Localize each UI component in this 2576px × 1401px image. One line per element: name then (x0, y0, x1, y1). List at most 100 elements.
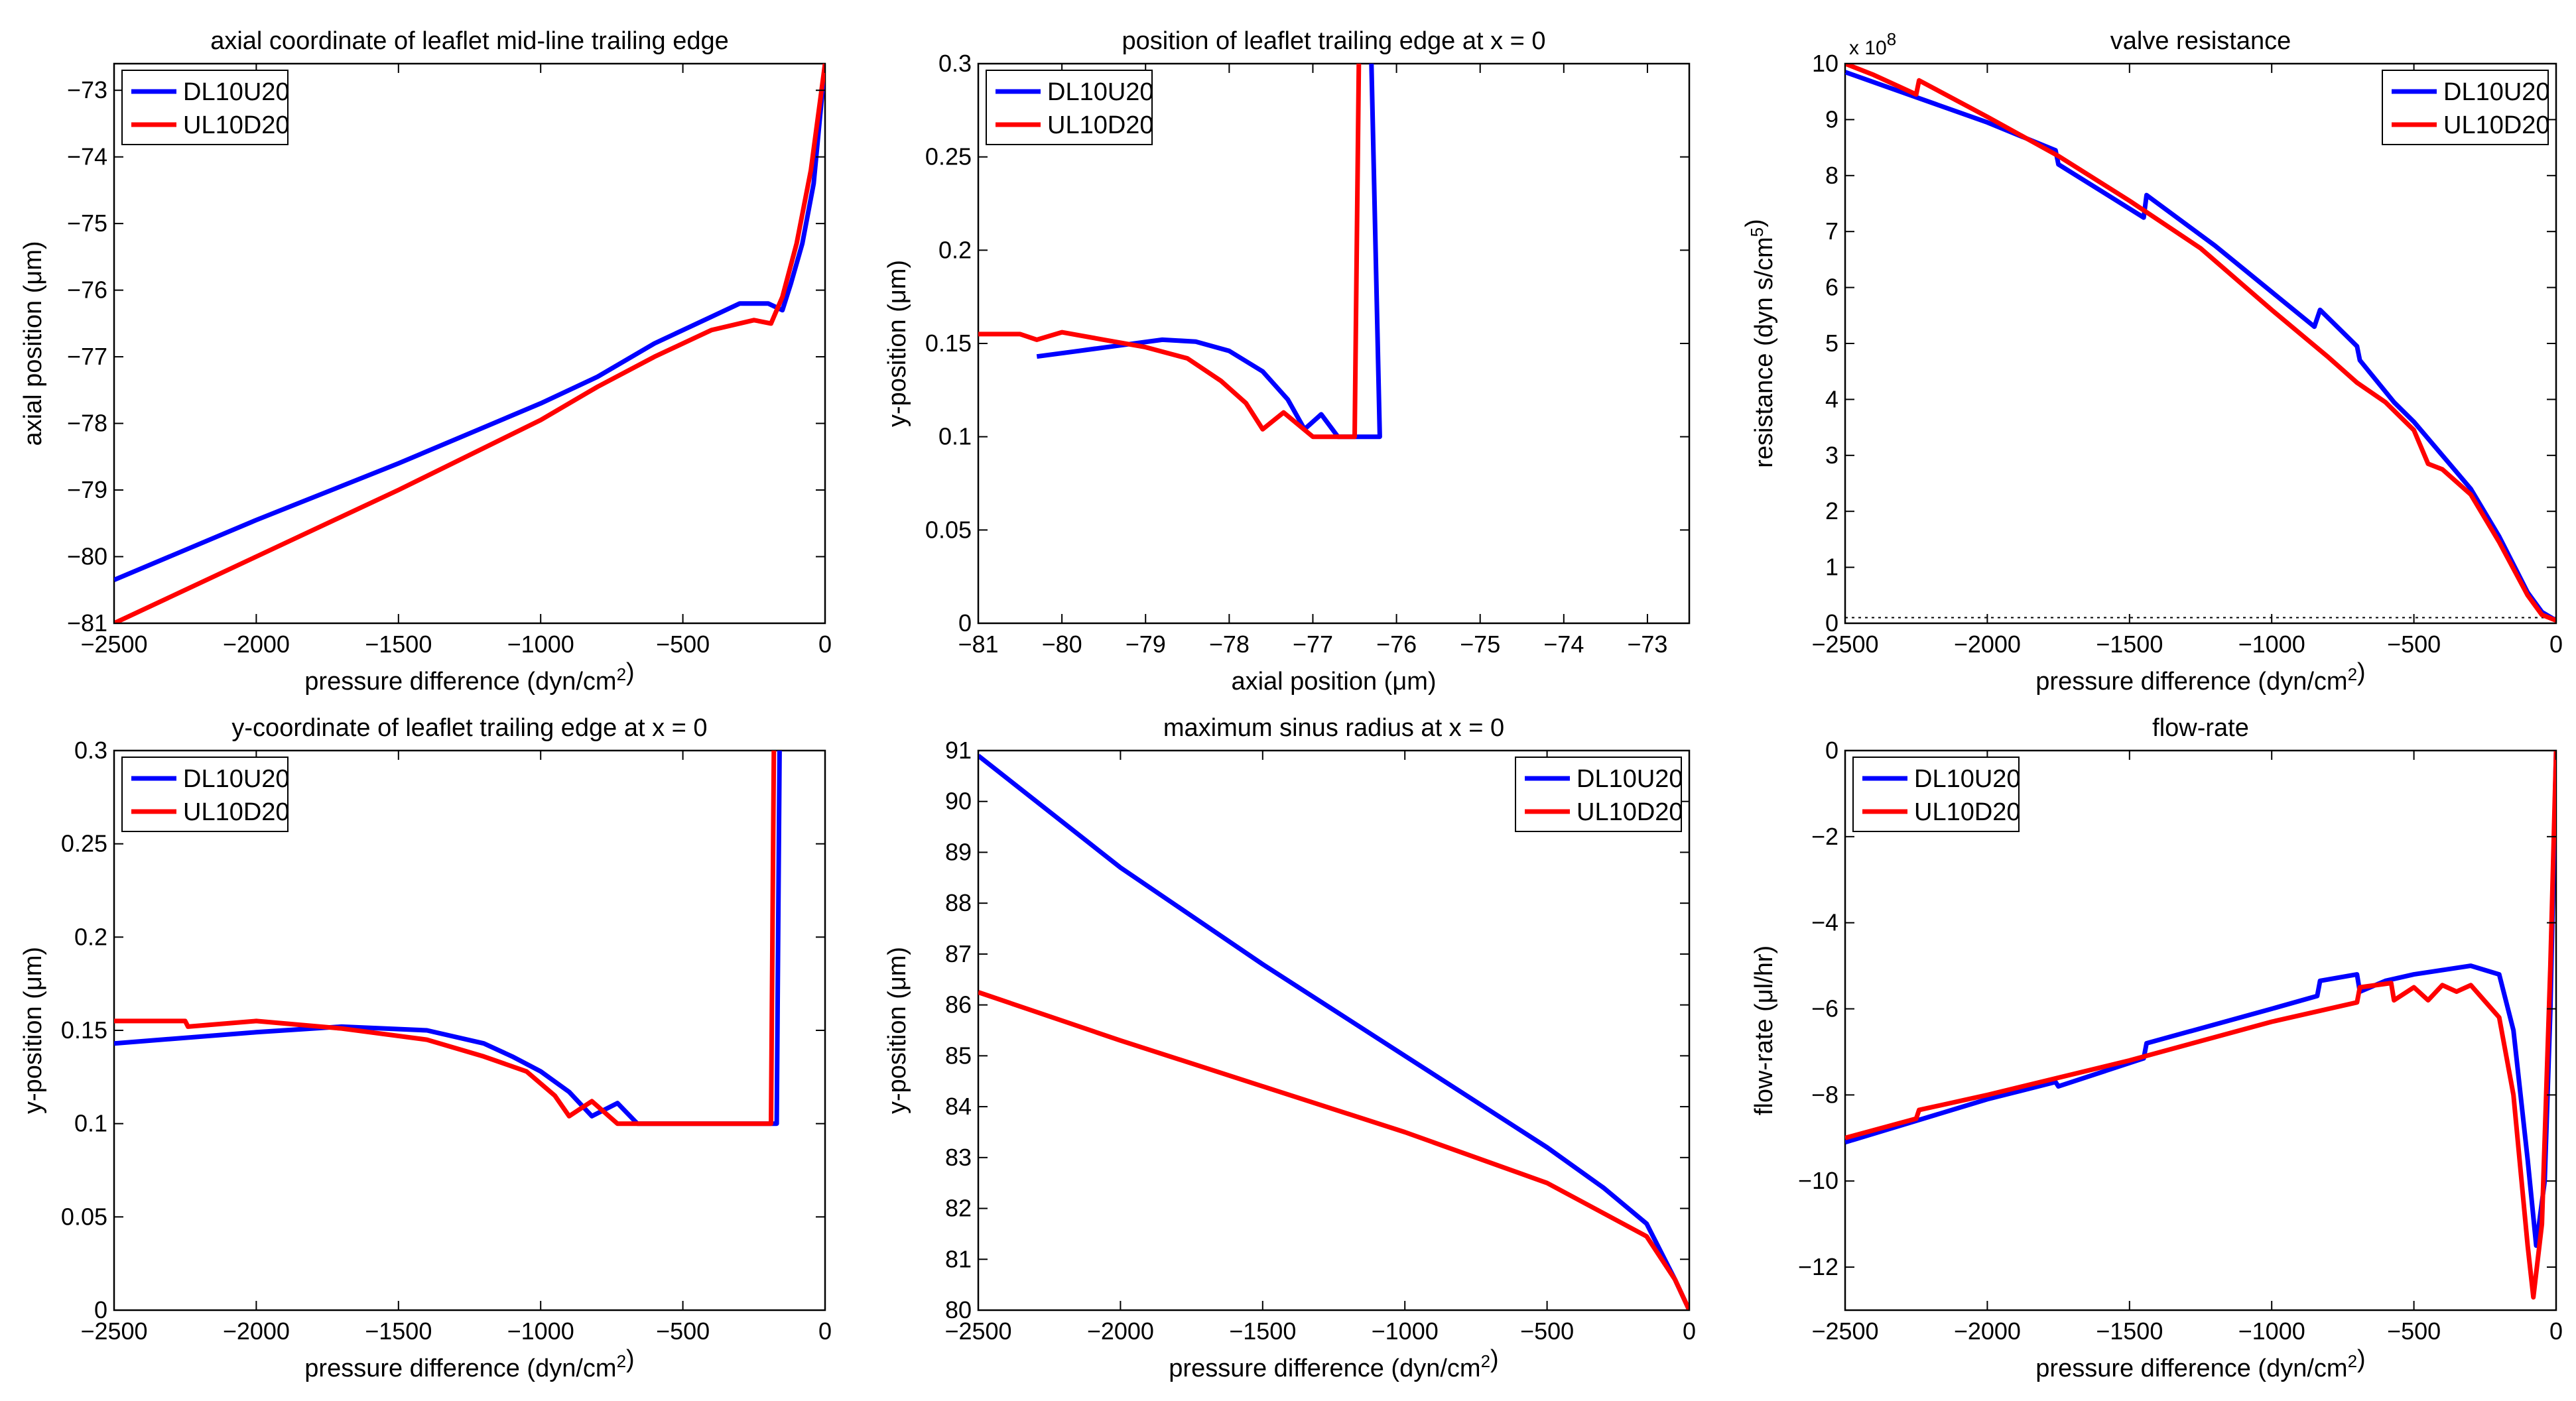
y-tick-label: −73 (67, 76, 107, 103)
x-tick-label: −1500 (365, 1317, 432, 1345)
y-tick-label: 0.2 (938, 236, 972, 263)
x-tick-label: −2000 (1954, 631, 2021, 658)
y-tick-label: −75 (67, 210, 107, 237)
x-tick-label: −1000 (1372, 1317, 1439, 1345)
x-tick-label: −79 (1126, 631, 1166, 658)
series-group (978, 64, 1382, 440)
y-tick-label: −80 (67, 543, 107, 570)
legend-box (1515, 757, 1682, 832)
x-tick-label: −2000 (1087, 1317, 1154, 1345)
axes-frame (977, 62, 1691, 625)
x-tick-label: −2500 (944, 1317, 1011, 1345)
x-tick-label: −1500 (1229, 1317, 1296, 1345)
y-tick-label: 90 (945, 788, 972, 815)
legend-box (1852, 757, 2020, 832)
x-tick-label: −78 (1209, 631, 1250, 658)
panel-title: y-coordinate of leaflet trailing edge at… (231, 714, 707, 742)
y-tick-label: 7 (1825, 217, 1838, 245)
legend-box (121, 757, 289, 832)
legend-label-UL10D20: UL10D20 (1914, 798, 2021, 826)
x-tick-label: −500 (2387, 631, 2441, 658)
x-axis-title: pressure difference (dyn/cm2) (304, 1345, 634, 1382)
x-axis-title: pressure difference (dyn/cm2) (2035, 1345, 2365, 1382)
series-group (978, 753, 1689, 1310)
legend-label-UL10D20: UL10D20 (1577, 798, 1683, 826)
y-tick-label: −12 (1798, 1253, 1838, 1280)
panel-sinus-radius: −2500 −2000 −1500 −1000 −500 0 80 81 82 83 84 85 86 8… (883, 714, 1696, 1382)
y-tick-label: 91 (945, 737, 972, 764)
y-tick-label: 0.05 (925, 516, 972, 543)
y-tick-label: −76 (67, 276, 107, 304)
x-tick-label: −80 (1042, 631, 1082, 658)
legend: DL10U20 UL10D20 (2382, 70, 2550, 145)
panel-title: position of leaflet trailing edge at x =… (1122, 27, 1545, 55)
y-tick-label: 3 (1825, 442, 1838, 469)
legend-label-DL10U20: DL10U20 (1914, 765, 2021, 793)
legend-label-DL10U20: DL10U20 (183, 78, 290, 106)
series-line-UL10D20 (978, 64, 1362, 440)
series-group (1845, 751, 2556, 1300)
y-tick-label: 0.25 (61, 830, 107, 857)
y-tick-label: −4 (1811, 909, 1838, 936)
x-tick-label: −81 (958, 631, 998, 658)
x-tick-label: −75 (1460, 631, 1500, 658)
panel-title: axial coordinate of leaflet mid-line tra… (210, 27, 729, 55)
y-tick-label: 84 (945, 1093, 972, 1120)
legend-label-UL10D20: UL10D20 (2443, 111, 2550, 139)
series-line-UL10D20 (978, 990, 1689, 1310)
series-line-UL10D20 (1845, 64, 2556, 623)
y-tick-label: 0.1 (74, 1110, 107, 1137)
panel-flow-rate: −2500 −2000 −1500 −1000 −500 0 −12 −10 −8 −6 −4 −2 0… (1750, 714, 2563, 1382)
y-tick-label: −79 (67, 476, 107, 503)
y-tick-label: −8 (1811, 1081, 1838, 1108)
series-line-UL10D20 (1845, 751, 2556, 1300)
y-tick-label: 2 (1825, 497, 1838, 524)
y-tick-label: 80 (945, 1296, 972, 1323)
panel-valve-resistance: −2500 −2000 −1500 −1000 −500 0 0 1 2 3 4 5 6 7 8 9 10 val… (1741, 27, 2563, 696)
y-tick-label: 4 (1825, 385, 1838, 412)
y-axis-title: flow-rate (μl/hr) (1750, 945, 1778, 1115)
y-tick-label: −81 (67, 609, 107, 637)
x-tick-label: −500 (2387, 1317, 2441, 1345)
y-axis-title: resistance (dyn s/cm5) (1741, 219, 1778, 468)
x-tick-label: −2000 (1954, 1317, 2021, 1345)
series-line-DL10U20 (114, 64, 825, 582)
y-tick-label: −10 (1798, 1167, 1838, 1194)
legend: DL10U20 UL10D20 (1852, 757, 2021, 832)
x-tick-label: −77 (1293, 631, 1333, 658)
legend-label-UL10D20: UL10D20 (1047, 111, 1154, 139)
x-tick-label: −2500 (1811, 631, 1878, 658)
y-tick-label: 0.2 (74, 923, 107, 950)
panel-trailing-edge-position: −81 −80 −79 −78 −77 −76 −75 −74 −73 0 0.05 0.1 0.15 0… (883, 27, 1691, 696)
x-tick-label: −1500 (365, 631, 432, 658)
y-tick-label: 87 (945, 940, 972, 967)
y-tick-label: 0.05 (61, 1203, 107, 1230)
legend-label-UL10D20: UL10D20 (183, 798, 290, 826)
y-tick-label: 10 (1812, 50, 1838, 77)
x-tick-label: −74 (1543, 631, 1584, 658)
x-tick-label: 0 (2549, 1317, 2563, 1345)
legend: DL10U20 UL10D20 (121, 70, 290, 145)
y-tick-label: −74 (67, 143, 107, 170)
y-tick-label: −78 (67, 410, 107, 437)
x-axis-title: pressure difference (dyn/cm2) (1169, 1345, 1498, 1382)
y-tick-label: 6 (1825, 274, 1838, 301)
y-tick-label: −6 (1811, 995, 1838, 1022)
legend-box (121, 70, 289, 145)
x-tick-label: −500 (656, 631, 710, 658)
series-line-DL10U20 (1845, 70, 2556, 623)
x-tick-label: −2500 (80, 1317, 147, 1345)
x-tick-label: −2000 (223, 1317, 290, 1345)
x-tick-label: −1500 (2096, 1317, 2163, 1345)
series-line-UL10D20 (114, 64, 825, 623)
x-axis-title: pressure difference (dyn/cm2) (2035, 658, 2365, 696)
panel-title: valve resistance (2110, 27, 2291, 55)
y-tick-label: −2 (1811, 823, 1838, 850)
series-group (114, 751, 782, 1127)
y-tick-label: 0.25 (925, 143, 972, 170)
y-tick-label: 0.3 (74, 737, 107, 764)
series-line-UL10D20 (114, 751, 777, 1127)
legend-box (986, 70, 1153, 145)
legend-box (2382, 70, 2549, 145)
x-axis-title: axial position (μm) (1231, 668, 1436, 696)
